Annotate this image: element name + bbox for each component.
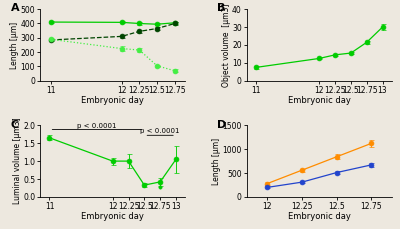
Text: p < 0.0001: p < 0.0001 bbox=[77, 123, 117, 129]
X-axis label: Embryonic day: Embryonic day bbox=[288, 96, 351, 105]
Text: D: D bbox=[218, 120, 227, 130]
Y-axis label: Luminal volume [μm3]: Luminal volume [μm3] bbox=[13, 118, 22, 204]
Y-axis label: Length [μm]: Length [μm] bbox=[212, 138, 221, 185]
Y-axis label: Length [μm]: Length [μm] bbox=[10, 22, 19, 68]
X-axis label: Embryonic day: Embryonic day bbox=[81, 96, 144, 105]
Text: C: C bbox=[11, 120, 19, 130]
Point bbox=[157, 185, 163, 189]
X-axis label: Embryonic day: Embryonic day bbox=[81, 212, 144, 221]
Text: A: A bbox=[11, 3, 20, 14]
X-axis label: Embryonic day: Embryonic day bbox=[288, 212, 351, 221]
Text: B: B bbox=[218, 3, 226, 14]
Text: p < 0.0001: p < 0.0001 bbox=[140, 128, 180, 134]
Y-axis label: Object volume  [μm3]: Object volume [μm3] bbox=[222, 3, 230, 87]
